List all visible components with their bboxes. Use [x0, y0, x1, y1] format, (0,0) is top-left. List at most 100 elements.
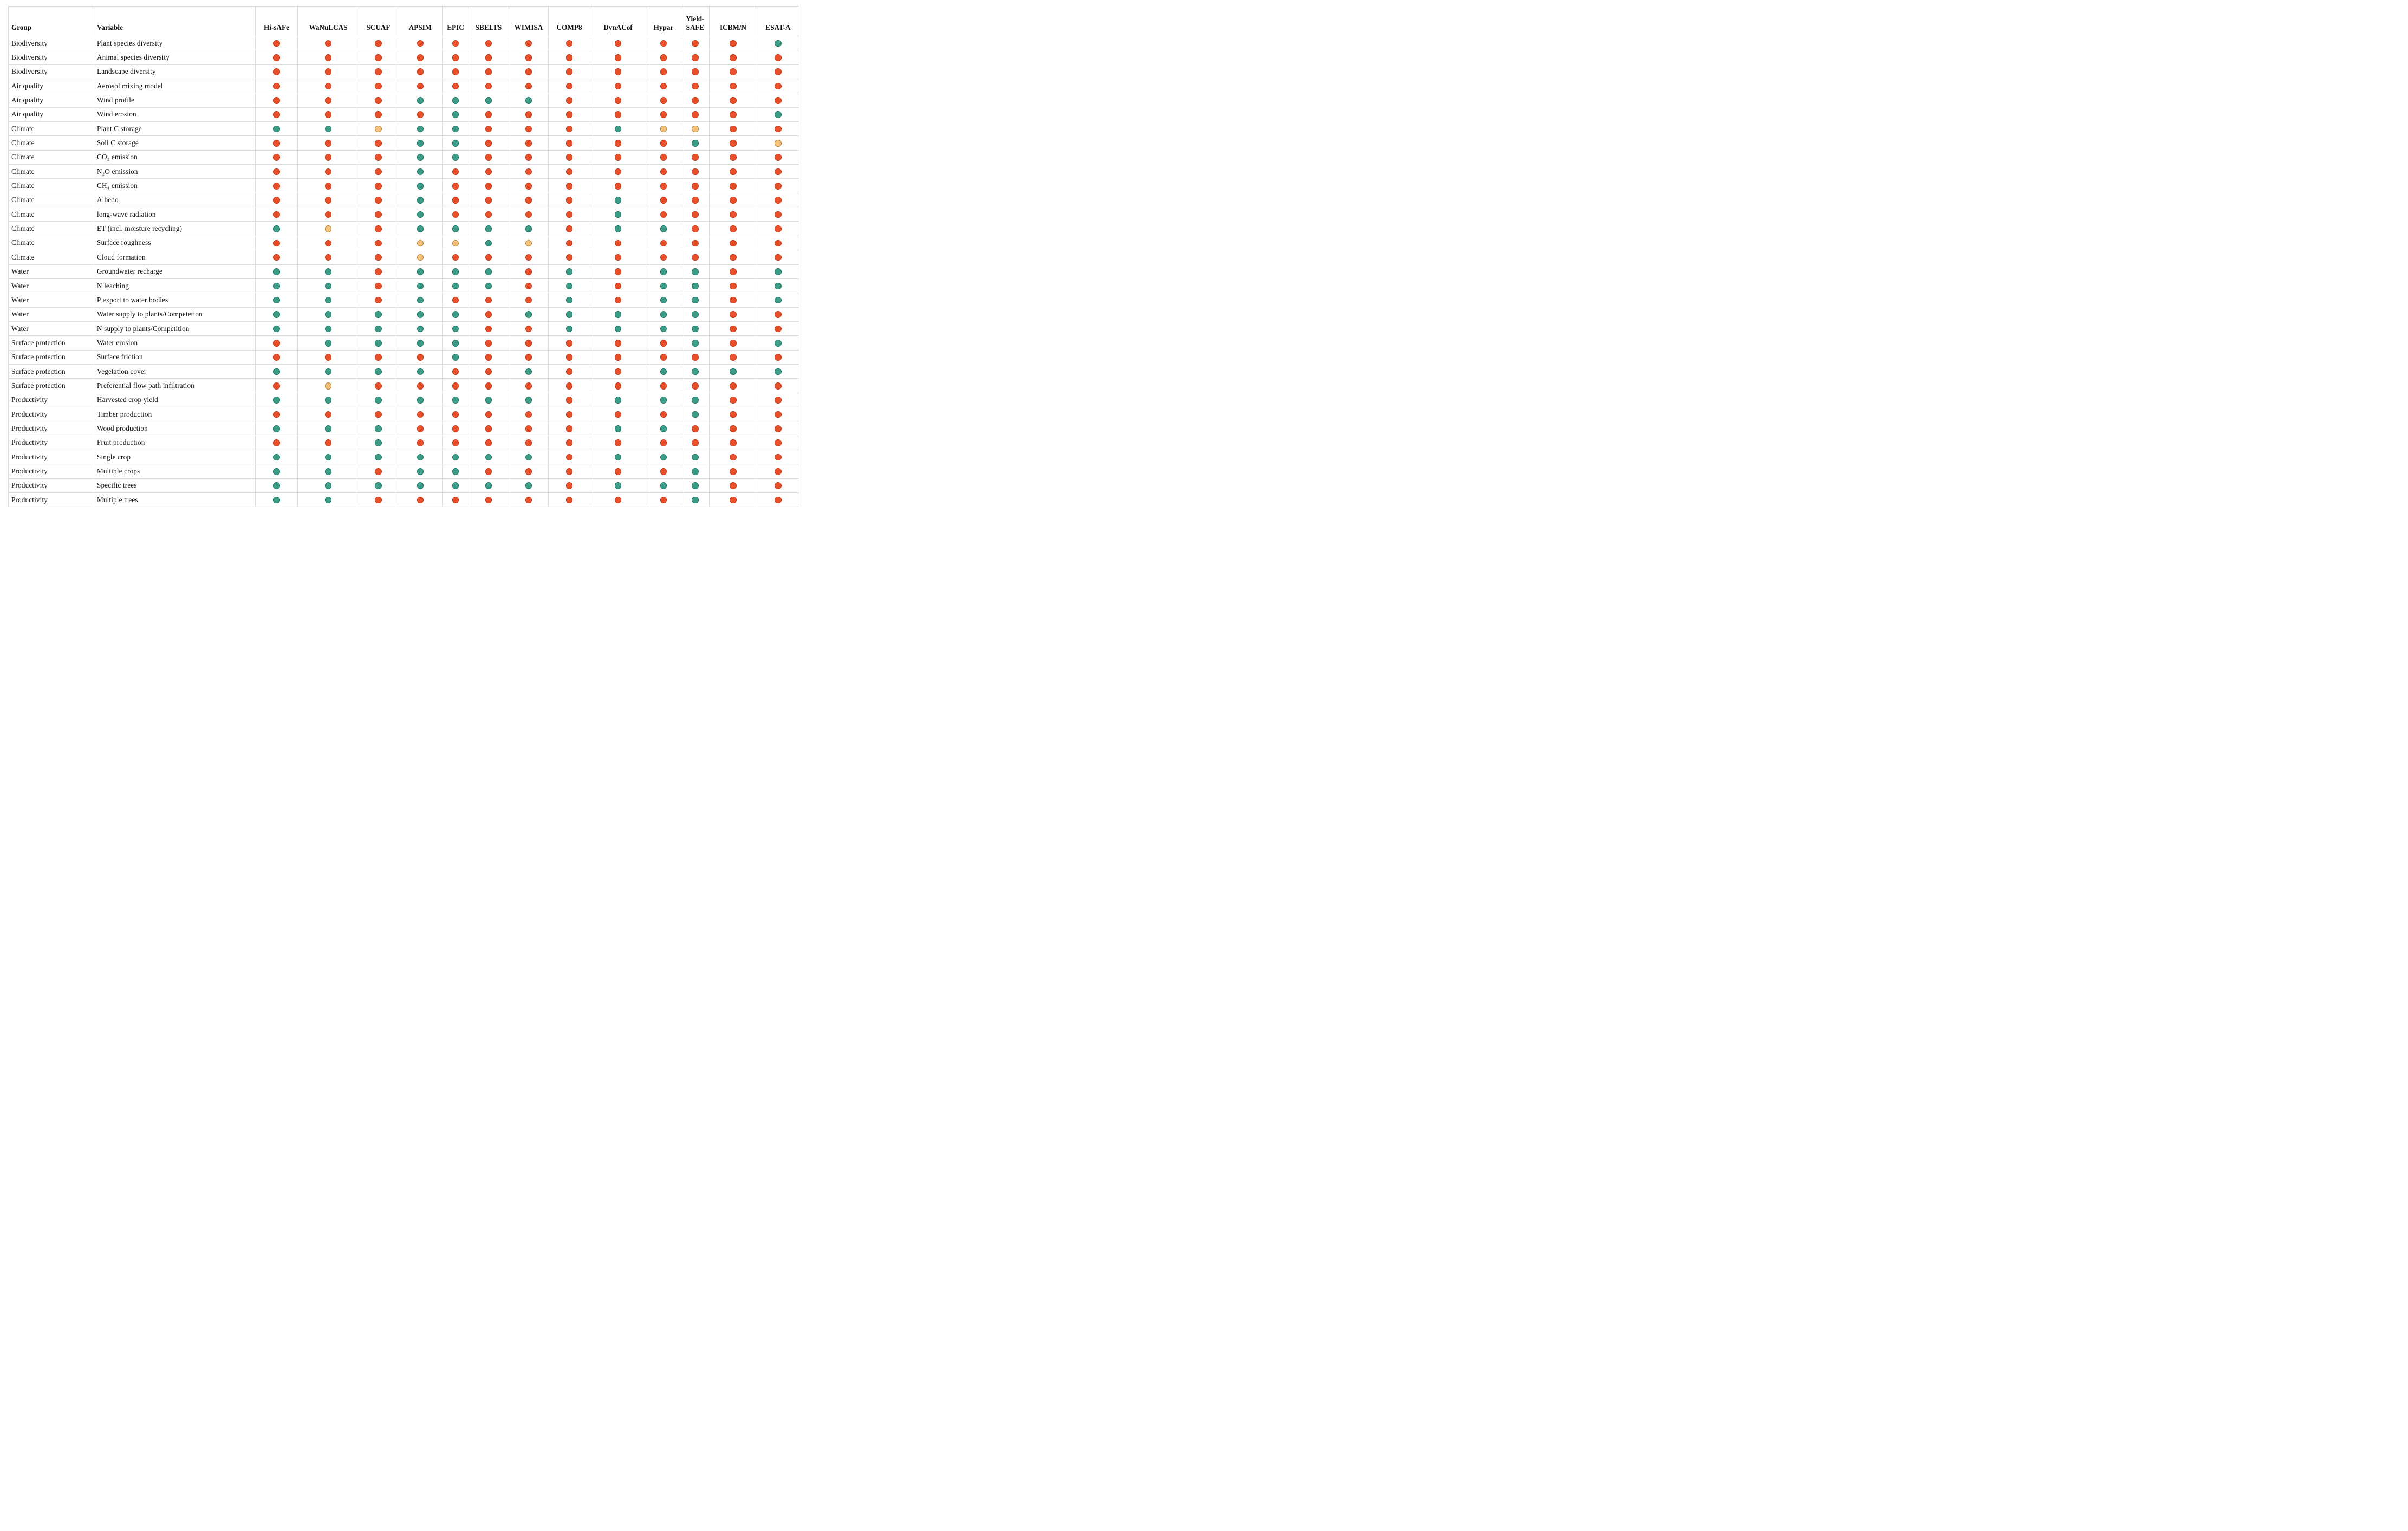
- status-dot-red: [565, 354, 573, 361]
- model-status-cell: [255, 50, 298, 65]
- model-status-cell: [398, 349, 443, 365]
- model-status-cell: [681, 349, 710, 365]
- status-dot-red: [324, 68, 332, 75]
- status-dot-teal: [375, 311, 382, 318]
- status-dot-red: [692, 439, 699, 446]
- status-dot-red: [273, 354, 280, 361]
- group-cell: Climate: [8, 135, 94, 151]
- model-status-cell: [590, 449, 646, 465]
- model-status-cell: [646, 235, 681, 251]
- status-dot-red: [375, 354, 382, 361]
- group-cell: Climate: [8, 150, 94, 165]
- status-dot-teal: [525, 368, 532, 375]
- model-status-cell: [590, 321, 646, 336]
- model-status-cell: [709, 107, 757, 122]
- status-dot-teal: [324, 496, 332, 504]
- model-status-cell: [590, 364, 646, 379]
- status-dot-red: [416, 411, 424, 418]
- status-dot-red: [775, 183, 782, 190]
- model-status-cell: [442, 150, 468, 165]
- variable-cell: Groundwater recharge: [94, 264, 256, 279]
- model-status-cell: [548, 364, 590, 379]
- status-dot-teal: [416, 453, 424, 461]
- model-status-cell: [757, 449, 799, 465]
- model-status-cell: [255, 307, 298, 322]
- model-status-cell: [359, 35, 398, 51]
- model-status-cell: [709, 307, 757, 322]
- status-dot-teal: [775, 111, 782, 119]
- model-status-cell: [359, 221, 398, 236]
- status-dot-red: [485, 354, 492, 361]
- status-dot-red: [660, 439, 667, 446]
- group-cell: Climate: [8, 164, 94, 179]
- status-dot-teal: [614, 453, 622, 461]
- table-row: Air quality Wind profile: [8, 93, 799, 108]
- model-status-cell: [442, 392, 468, 407]
- model-status-cell: [359, 335, 398, 351]
- model-status-cell: [442, 307, 468, 322]
- model-status-cell: [709, 79, 757, 94]
- variable-cell: Soil C storage: [94, 135, 256, 151]
- model-status-cell: [255, 178, 298, 193]
- status-dot-teal: [273, 125, 280, 133]
- table-row: Surface protection Surface friction: [8, 349, 799, 365]
- model-status-cell: [398, 392, 443, 407]
- status-dot-red: [730, 339, 737, 347]
- status-dot-red: [525, 54, 532, 61]
- model-status-cell: [255, 221, 298, 236]
- status-dot-red: [485, 425, 492, 432]
- table-row: Climate CO₂ emission: [8, 150, 799, 165]
- column-header-variable: Variable: [94, 6, 256, 36]
- model-status-cell: [709, 293, 757, 308]
- model-status-cell: [646, 64, 681, 80]
- status-dot-red: [730, 154, 737, 161]
- model-status-cell: [468, 349, 509, 365]
- model-status-cell: [297, 50, 359, 65]
- model-status-cell: [681, 79, 710, 94]
- status-dot-red: [273, 183, 280, 190]
- model-status-cell: [297, 79, 359, 94]
- model-status-cell: [681, 478, 710, 494]
- model-status-cell: [757, 164, 799, 179]
- variable-cell: Surface roughness: [94, 235, 256, 251]
- model-status-cell: [590, 221, 646, 236]
- status-dot-red: [775, 97, 782, 104]
- status-dot-red: [525, 296, 532, 304]
- model-status-cell: [709, 421, 757, 436]
- status-dot-red: [525, 183, 532, 190]
- model-status-cell: [681, 50, 710, 65]
- model-status-cell: [468, 79, 509, 94]
- variable-cell: Plant C storage: [94, 121, 256, 137]
- status-dot-teal: [273, 397, 280, 404]
- status-dot-red: [565, 239, 573, 247]
- model-status-cell: [359, 278, 398, 294]
- status-dot-teal: [273, 453, 280, 461]
- status-dot-teal: [452, 125, 459, 133]
- model-status-cell: [468, 307, 509, 322]
- model-status-cell: [442, 293, 468, 308]
- status-dot-red: [730, 468, 737, 475]
- model-status-cell: [442, 378, 468, 393]
- model-status-cell: [297, 207, 359, 222]
- model-status-cell: [468, 121, 509, 137]
- model-status-cell: [548, 264, 590, 279]
- model-status-cell: [398, 79, 443, 94]
- model-status-cell: [255, 64, 298, 80]
- model-status-cell: [590, 293, 646, 308]
- model-status-cell: [757, 464, 799, 479]
- status-dot-red: [660, 339, 667, 347]
- status-dot-teal: [614, 482, 622, 489]
- status-dot-red: [660, 354, 667, 361]
- status-dot-teal: [452, 468, 459, 475]
- status-dot-teal: [775, 282, 782, 290]
- status-dot-red: [730, 183, 737, 190]
- variable-cell: Landscape diversity: [94, 64, 256, 80]
- status-dot-red: [730, 325, 737, 333]
- model-status-cell: [548, 235, 590, 251]
- model-status-cell: [468, 64, 509, 80]
- status-dot-red: [485, 468, 492, 475]
- model-status-cell: [509, 364, 549, 379]
- status-dot-red: [416, 382, 424, 390]
- status-dot-red: [485, 254, 492, 261]
- status-dot-red: [565, 225, 573, 232]
